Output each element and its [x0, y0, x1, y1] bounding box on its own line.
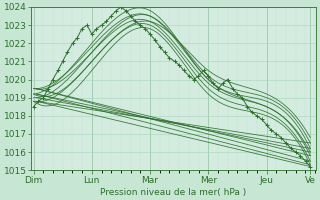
X-axis label: Pression niveau de la mer( hPa ): Pression niveau de la mer( hPa ): [100, 188, 246, 197]
